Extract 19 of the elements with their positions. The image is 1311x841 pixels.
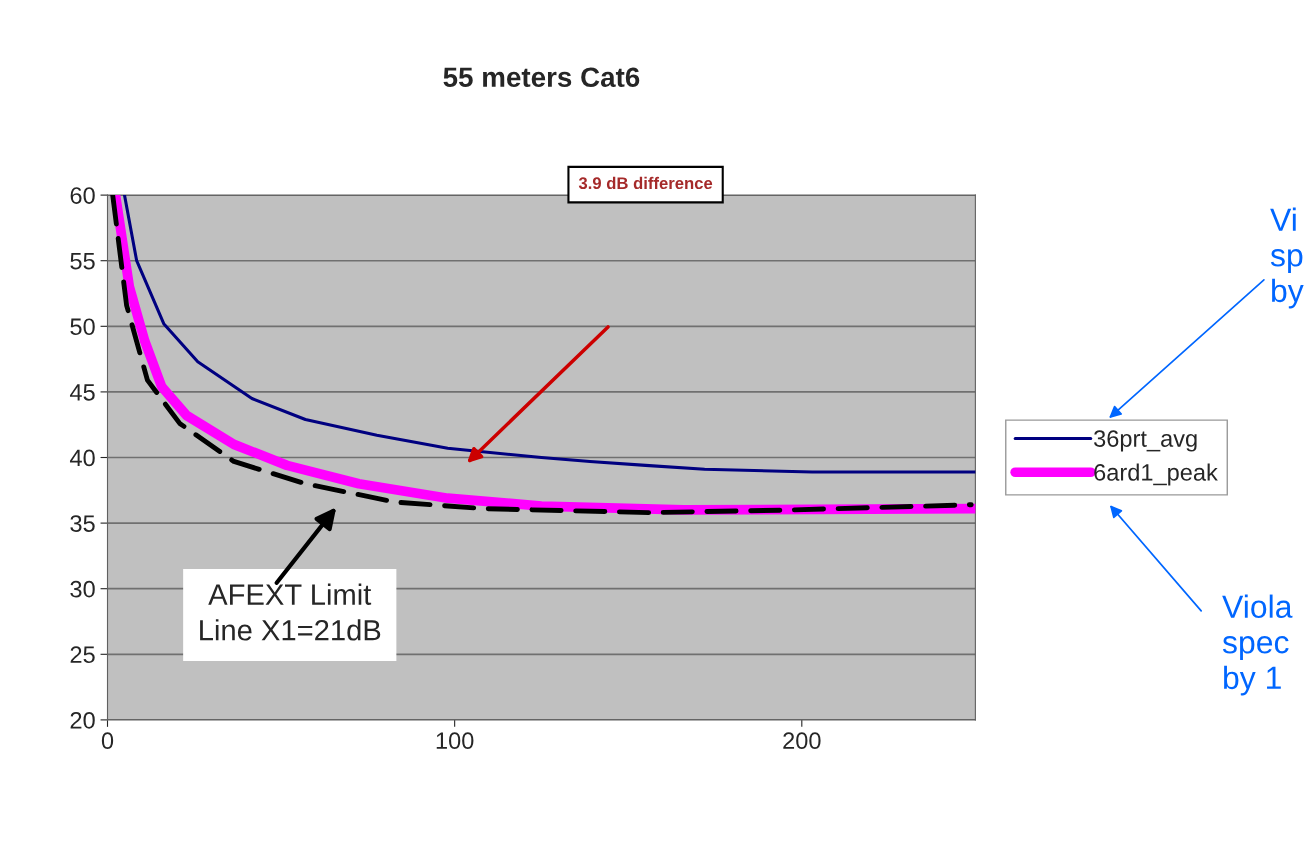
y-tick-label: 55 xyxy=(70,253,95,270)
chart-title: 55 meters Cat6 xyxy=(443,67,640,88)
y-tick-label: 20 xyxy=(70,711,95,729)
y-tick-label: 45 xyxy=(69,384,95,401)
y-tick-label: 30 xyxy=(70,580,95,598)
y-tick-label: 60 xyxy=(70,187,95,204)
annotation: AFEXT Limit Line X1=21dB xyxy=(200,583,381,641)
y-tick-label: 35 xyxy=(70,515,95,532)
text: Viola spec by 1 xyxy=(1222,594,1293,696)
y-tick-label: 50 xyxy=(70,318,95,336)
legend-label: 36prt_avg xyxy=(1094,430,1197,452)
x-tick-label: 0 xyxy=(101,732,114,750)
text: Vi sp by xyxy=(1270,207,1304,309)
legend-label: 6ard1_peak xyxy=(1094,463,1218,486)
y-tick-label: 25 xyxy=(70,646,95,664)
y-tick-label: 40 xyxy=(69,449,95,467)
text: 3.9 dB difference xyxy=(578,176,713,190)
x-tick-label: 200 xyxy=(783,732,821,750)
x-tick-label: 100 xyxy=(436,732,474,750)
